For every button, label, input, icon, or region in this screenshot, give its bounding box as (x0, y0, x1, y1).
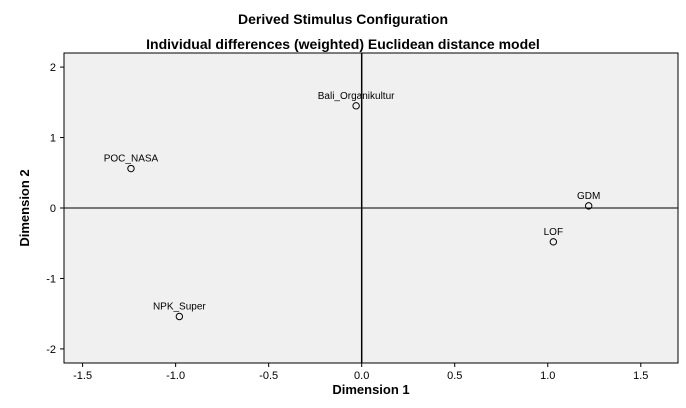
y-axis-label: Dimension 2 (17, 169, 32, 246)
y-tick-label: 2 (50, 62, 56, 74)
x-tick-label: 0.5 (447, 370, 462, 382)
chart-title: Derived Stimulus Configuration (238, 11, 448, 27)
y-axis-ticks: -2 -1 0 1 2 (46, 62, 64, 356)
data-point (352, 102, 360, 110)
data-point-label: LOF (544, 227, 563, 238)
y-tick-label: -1 (46, 273, 56, 285)
x-tick-label: -1.0 (166, 370, 185, 382)
data-point-label: GDM (577, 191, 600, 202)
data-point (127, 164, 135, 173)
x-axis-ticks: -1.5 -1.0 -0.5 0.0 0.5 1.0 1.5 (73, 363, 648, 382)
data-points: Bali_Organikultur POC_NASA GDM LOF NPK_Super (104, 91, 600, 321)
y-tick-label: 0 (50, 203, 56, 215)
x-tick-label: -0.5 (259, 370, 278, 382)
data-point (175, 312, 184, 321)
y-tick-label: -2 (46, 344, 56, 356)
chart-subtitle: Individual differences (weighted) Euclid… (146, 36, 540, 52)
x-tick-label: 1.0 (540, 370, 555, 382)
reference-lines (64, 53, 678, 363)
x-tick-label: 1.5 (633, 370, 648, 382)
data-point (549, 238, 558, 246)
data-point (584, 202, 593, 210)
x-tick-label: -1.5 (73, 370, 92, 382)
data-point-label: NPK_Super (153, 302, 206, 313)
x-axis-label: Dimension 1 (332, 382, 409, 397)
x-tick-label: 0.0 (354, 370, 369, 382)
data-point-label: POC_NASA (104, 154, 159, 165)
y-tick-label: 1 (50, 133, 56, 145)
data-point-label: Bali_Organikultur (318, 91, 395, 102)
